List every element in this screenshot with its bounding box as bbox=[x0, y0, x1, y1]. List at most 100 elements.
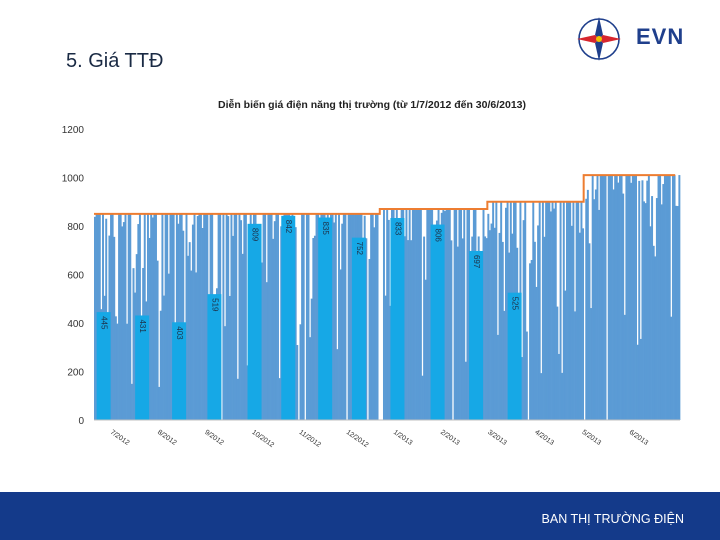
day-bar bbox=[350, 213, 353, 420]
day-bar bbox=[610, 175, 613, 420]
day-bar bbox=[578, 232, 581, 420]
day-bar bbox=[532, 201, 535, 420]
day-bar bbox=[122, 222, 125, 420]
day-bar bbox=[280, 226, 283, 420]
y-tick-label: 0 bbox=[78, 416, 84, 427]
day-bar bbox=[633, 175, 636, 420]
day-bar bbox=[315, 213, 318, 420]
day-bar bbox=[161, 213, 164, 420]
day-bar bbox=[387, 219, 390, 420]
day-bar bbox=[312, 238, 315, 420]
day-bar bbox=[566, 201, 568, 420]
day-bar bbox=[224, 326, 226, 420]
day-bar bbox=[631, 175, 634, 420]
data-label: 445 bbox=[100, 316, 109, 330]
day-bar bbox=[199, 213, 202, 420]
day-bar bbox=[333, 222, 336, 420]
x-tick-label: 7/2012 bbox=[109, 429, 131, 447]
day-bar bbox=[126, 323, 129, 420]
day-bar bbox=[302, 213, 305, 420]
logo-text: EVN bbox=[636, 24, 685, 49]
day-bar bbox=[582, 228, 585, 420]
day-bar bbox=[615, 175, 618, 420]
day-bar bbox=[342, 213, 345, 420]
day-bar bbox=[506, 201, 509, 420]
day-bar bbox=[206, 213, 209, 420]
day-bar bbox=[429, 209, 432, 420]
day-bar bbox=[301, 213, 304, 420]
day-bar bbox=[113, 236, 116, 420]
day-bar bbox=[464, 361, 467, 420]
price-chart: Diễn biến giá điện năng thị trường (từ 1… bbox=[62, 98, 681, 449]
day-bar bbox=[374, 213, 377, 420]
day-bar bbox=[95, 213, 98, 420]
day-bar bbox=[617, 182, 620, 420]
data-label: 809 bbox=[250, 228, 259, 242]
day-bar bbox=[453, 209, 456, 420]
footer-bar: BAN THỊ TRƯỜNG ĐIỆN bbox=[0, 492, 720, 540]
day-bar bbox=[225, 213, 228, 420]
logo-star-right bbox=[599, 35, 621, 43]
day-bar bbox=[495, 201, 498, 420]
highlight-bar bbox=[318, 217, 333, 420]
day-bar bbox=[591, 175, 594, 420]
day-bar bbox=[644, 203, 647, 420]
day-bar bbox=[601, 175, 604, 420]
day-bar bbox=[111, 213, 114, 420]
day-bar bbox=[498, 232, 501, 420]
day-bar bbox=[485, 238, 488, 420]
day-bar bbox=[193, 213, 196, 420]
day-bar bbox=[593, 199, 596, 420]
footer-text: BAN THỊ TRƯỜNG ĐIỆN bbox=[541, 512, 684, 526]
y-tick-label: 200 bbox=[67, 368, 84, 379]
day-bar bbox=[411, 209, 414, 420]
day-bar bbox=[294, 227, 297, 420]
day-bar bbox=[268, 213, 271, 420]
x-tick-label: 11/2012 bbox=[298, 429, 322, 449]
day-bar bbox=[458, 209, 461, 420]
day-bar bbox=[484, 236, 487, 420]
logo-center bbox=[596, 36, 602, 42]
day-bar bbox=[386, 209, 389, 420]
day-bar bbox=[365, 238, 368, 420]
day-bar bbox=[647, 175, 650, 420]
day-bar bbox=[554, 201, 557, 420]
day-bar bbox=[461, 238, 464, 420]
day-bar bbox=[628, 175, 631, 420]
day-bar bbox=[541, 201, 544, 420]
day-bar bbox=[132, 268, 135, 420]
day-bar bbox=[110, 213, 113, 420]
day-bar bbox=[121, 226, 124, 420]
x-tick-label: 9/2012 bbox=[203, 429, 225, 447]
highlight-bar bbox=[172, 322, 187, 420]
day-bar bbox=[646, 180, 649, 420]
day-bar bbox=[373, 227, 376, 420]
slide-title: 5. Giá TTĐ bbox=[66, 50, 164, 72]
day-bar bbox=[575, 201, 578, 420]
day-bar bbox=[548, 201, 551, 420]
day-bar bbox=[450, 240, 453, 420]
highlight-bar bbox=[281, 215, 296, 420]
day-bar bbox=[599, 175, 602, 420]
day-bar bbox=[94, 216, 96, 420]
day-bar bbox=[492, 201, 495, 420]
data-label: 403 bbox=[175, 326, 184, 340]
day-bar bbox=[166, 213, 169, 420]
day-bar bbox=[662, 184, 665, 420]
day-bar bbox=[521, 357, 524, 420]
day-bar bbox=[334, 213, 337, 420]
x-tick-label: 5/2013 bbox=[581, 429, 603, 447]
day-bar bbox=[272, 238, 275, 420]
data-label: 833 bbox=[393, 222, 402, 236]
day-bar bbox=[368, 259, 371, 420]
logo-star-bottom bbox=[595, 39, 603, 61]
day-bar bbox=[665, 175, 668, 420]
day-bar bbox=[240, 220, 243, 420]
price-cap-line bbox=[94, 174, 676, 215]
day-bar bbox=[460, 209, 463, 420]
day-bar bbox=[448, 209, 451, 420]
day-bar bbox=[270, 213, 273, 420]
day-bar bbox=[228, 295, 231, 420]
day-bar bbox=[522, 220, 525, 420]
day-bar bbox=[262, 213, 265, 420]
